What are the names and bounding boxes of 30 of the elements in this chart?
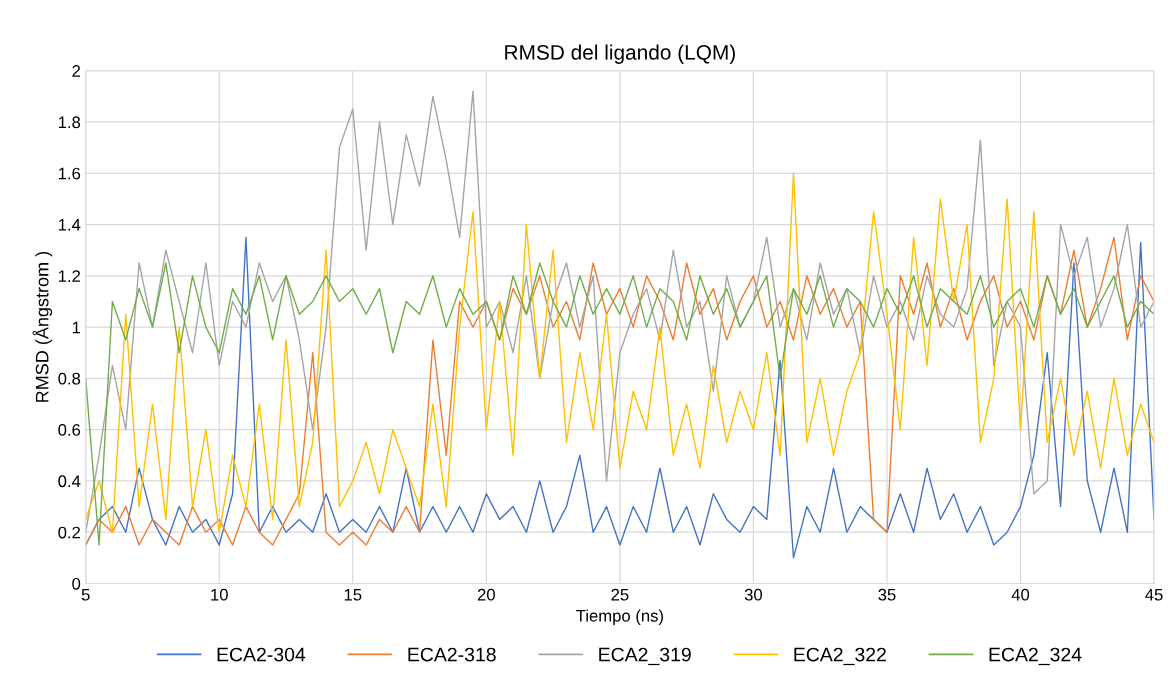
y-axis-title: RMSD (Ångstrom ): [32, 251, 53, 402]
x-axis-title: Tiempo (ns): [576, 609, 663, 625]
x-tick-label: 10: [211, 588, 228, 601]
y-tick-label: 0.2: [58, 526, 81, 539]
x-tick-label: 20: [477, 588, 495, 601]
x-tick-label: 40: [1011, 588, 1030, 601]
line-series: [85, 90, 1155, 533]
y-tick-label: 1.6: [58, 167, 81, 180]
x-tick-label: 45: [1145, 588, 1163, 601]
chart-title: RMSD del ligando (LQM): [505, 44, 735, 64]
legend-label: ECA2_324: [989, 647, 1082, 666]
y-tick-label: 2: [72, 65, 80, 77]
y-tick-label: 0.4: [58, 475, 81, 488]
y-tick-label: 1.4: [58, 219, 81, 231]
x-tick-label: 5: [81, 588, 90, 601]
legend-label: ECA2_322: [794, 647, 886, 666]
legend-label: ECA2-304: [217, 647, 306, 662]
y-tick-label: 1.2: [58, 270, 81, 282]
y-tick-label: 0.6: [58, 424, 81, 436]
y-tick-label: 1.8: [58, 116, 81, 129]
x-tick-label: 35: [878, 588, 896, 601]
y-tick-label: 1: [72, 321, 81, 334]
legend-label: ECA2-318: [408, 647, 496, 662]
legend-label: ECA2_319: [599, 647, 691, 666]
y-tick-label: 0.8: [58, 372, 81, 385]
y-tick-label: 0: [72, 577, 81, 590]
line-series: [85, 172, 1155, 533]
x-tick-label: 25: [611, 588, 629, 601]
x-tick-label: 15: [344, 588, 362, 601]
x-tick-label: 30: [744, 588, 763, 601]
